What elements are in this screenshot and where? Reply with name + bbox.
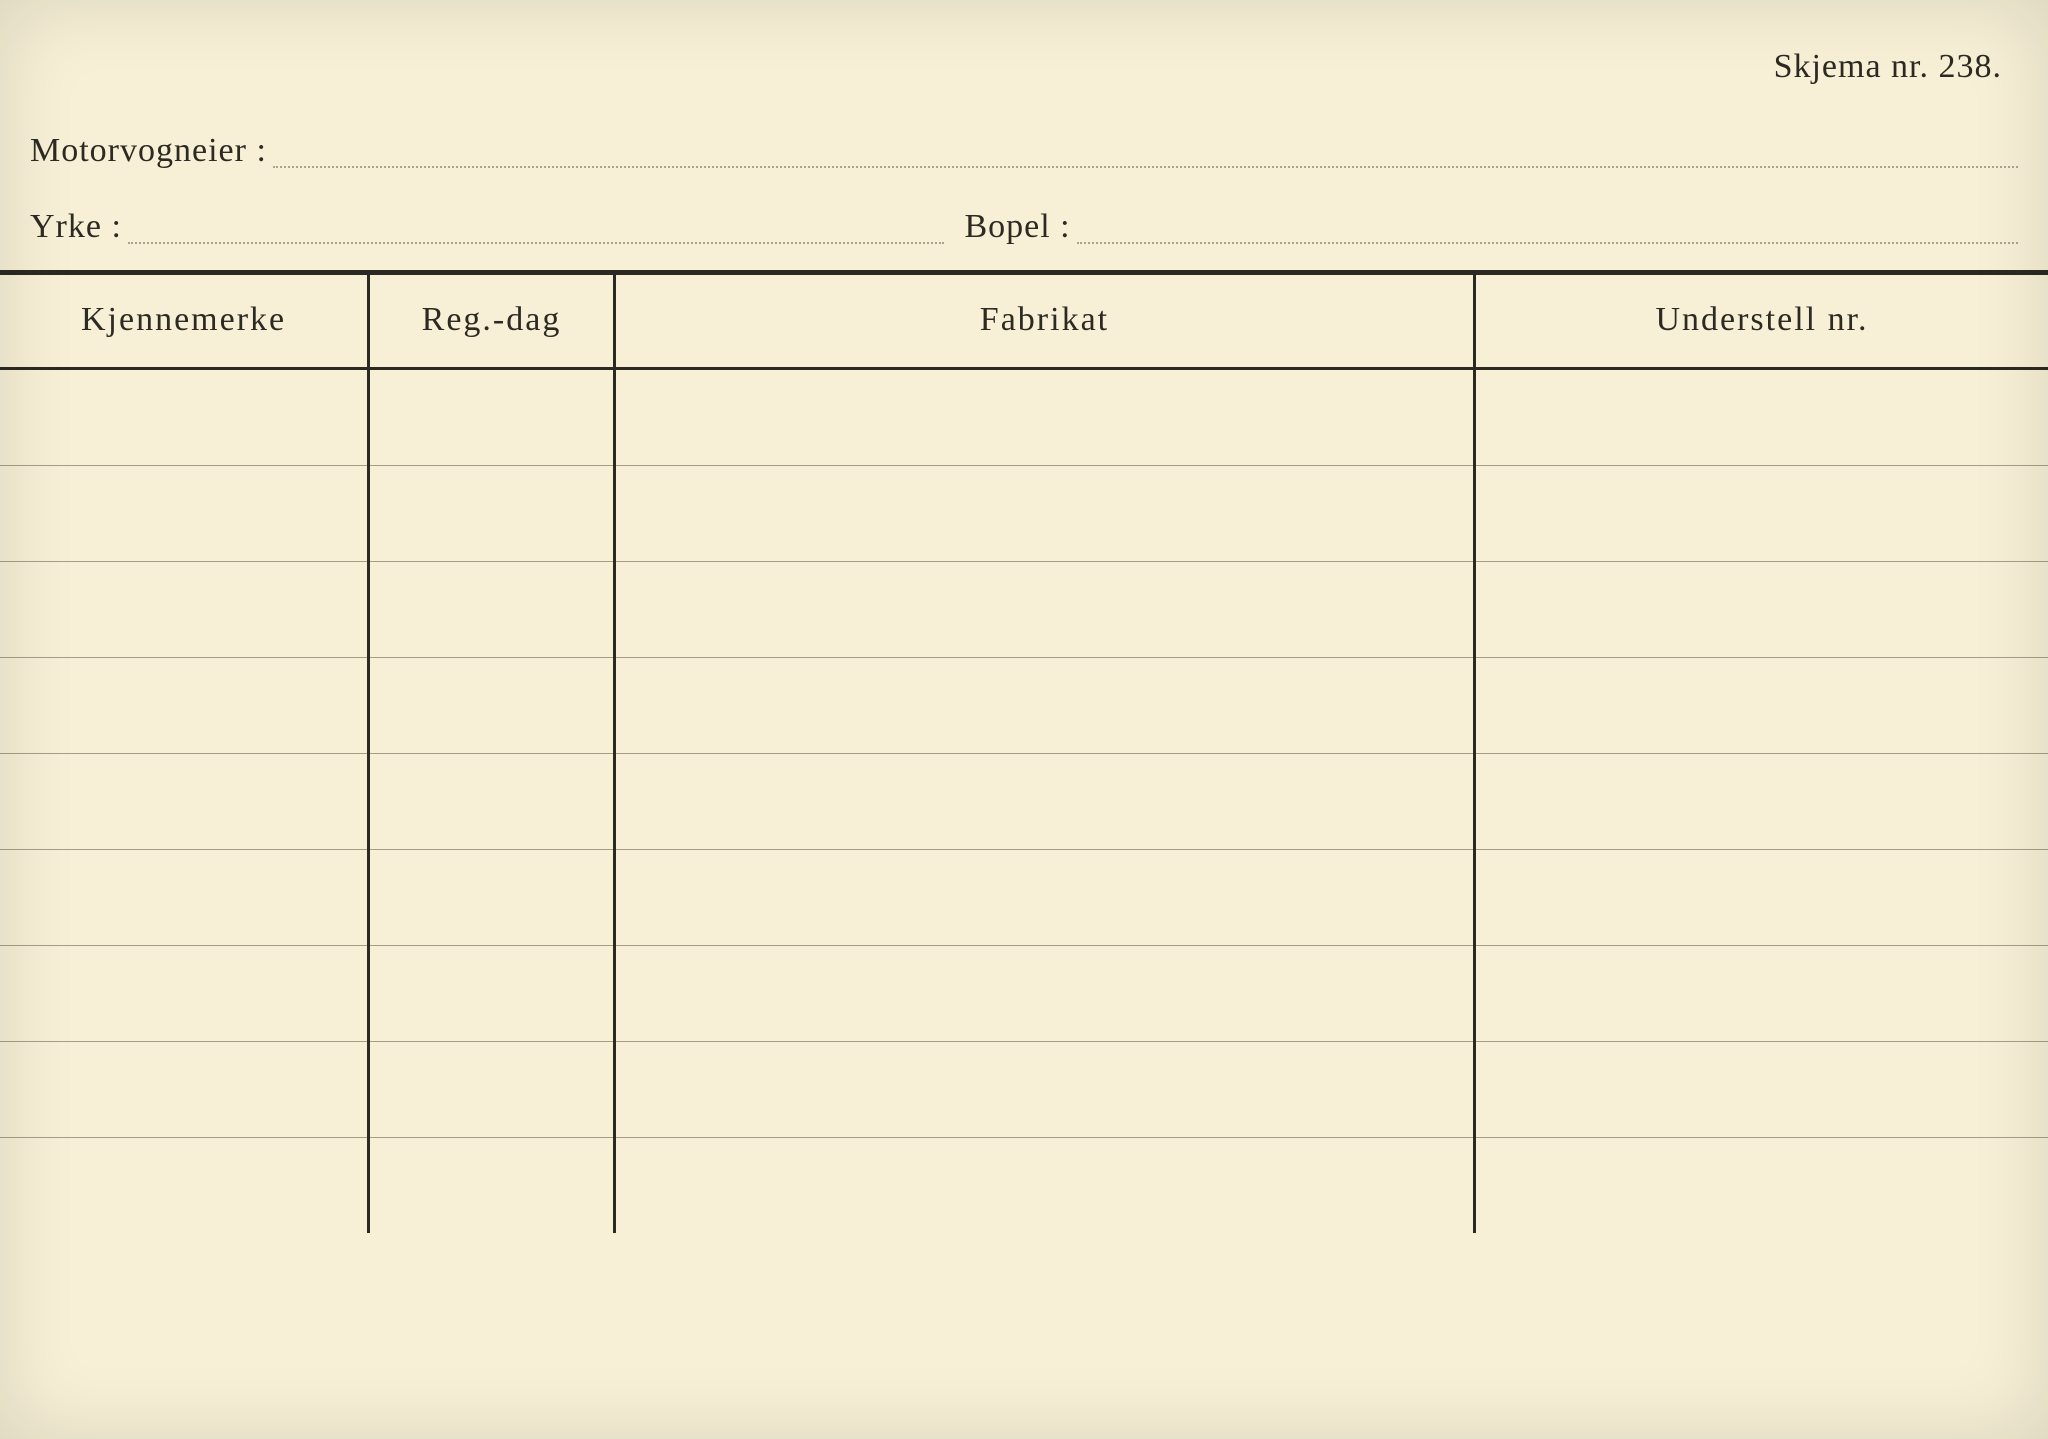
table-cell[interactable]	[369, 562, 615, 658]
table-row	[0, 1138, 2048, 1234]
ledger-col-header: Kjennemerke	[0, 273, 369, 369]
ledger-body	[0, 369, 2048, 1234]
table-cell[interactable]	[0, 1042, 369, 1138]
table-cell[interactable]	[1475, 754, 2048, 850]
table-row	[0, 850, 2048, 946]
residence-label: Bopel :	[964, 208, 1076, 248]
table-cell[interactable]	[1475, 850, 2048, 946]
table-row	[0, 1042, 2048, 1138]
form-card: Skjema nr. 238. Motorvogneier : Yrke : B…	[0, 0, 2048, 1439]
table-row	[0, 562, 2048, 658]
form-number: Skjema nr. 238.	[1774, 48, 2002, 86]
table-cell[interactable]	[369, 754, 615, 850]
table-cell[interactable]	[614, 369, 1474, 466]
owner-input-line[interactable]	[273, 130, 2018, 168]
occupation-label: Yrke :	[30, 208, 128, 248]
table-cell[interactable]	[1475, 658, 2048, 754]
table-cell[interactable]	[1475, 946, 2048, 1042]
table-row	[0, 466, 2048, 562]
table-cell[interactable]	[614, 466, 1474, 562]
table-cell[interactable]	[0, 850, 369, 946]
table-cell[interactable]	[369, 466, 615, 562]
table-cell[interactable]	[369, 946, 615, 1042]
table-cell[interactable]	[1475, 562, 2048, 658]
table-cell[interactable]	[614, 946, 1474, 1042]
table-cell[interactable]	[0, 658, 369, 754]
table-cell[interactable]	[369, 1138, 615, 1234]
ledger-col-header: Understell nr.	[1475, 273, 2048, 369]
occupation-input-line[interactable]	[128, 206, 945, 244]
ledger-header-row: KjennemerkeReg.-dagFabrikatUnderstell nr…	[0, 273, 2048, 369]
table-cell[interactable]	[369, 658, 615, 754]
table-cell[interactable]	[0, 754, 369, 850]
ledger-table-wrap: KjennemerkeReg.-dagFabrikatUnderstell nr…	[0, 270, 2048, 1370]
table-cell[interactable]	[0, 562, 369, 658]
table-cell[interactable]	[1475, 369, 2048, 466]
table-cell[interactable]	[1475, 1042, 2048, 1138]
ledger-col-header: Fabrikat	[614, 273, 1474, 369]
ledger-head: KjennemerkeReg.-dagFabrikatUnderstell nr…	[0, 273, 2048, 369]
table-cell[interactable]	[0, 1138, 369, 1234]
table-cell[interactable]	[614, 850, 1474, 946]
ledger-table: KjennemerkeReg.-dagFabrikatUnderstell nr…	[0, 270, 2048, 1233]
table-cell[interactable]	[1475, 1138, 2048, 1234]
occupation-residence-row: Yrke : Bopel :	[30, 206, 2018, 248]
table-row	[0, 946, 2048, 1042]
table-row	[0, 754, 2048, 850]
table-cell[interactable]	[369, 1042, 615, 1138]
table-cell[interactable]	[614, 562, 1474, 658]
table-cell[interactable]	[614, 658, 1474, 754]
table-row	[0, 369, 2048, 466]
owner-row: Motorvogneier :	[30, 130, 2018, 172]
table-cell[interactable]	[0, 466, 369, 562]
table-row	[0, 658, 2048, 754]
table-cell[interactable]	[0, 369, 369, 466]
table-cell[interactable]	[614, 1042, 1474, 1138]
table-cell[interactable]	[0, 946, 369, 1042]
table-cell[interactable]	[369, 369, 615, 466]
owner-label: Motorvogneier :	[30, 132, 273, 172]
table-cell[interactable]	[614, 1138, 1474, 1234]
table-cell[interactable]	[1475, 466, 2048, 562]
ledger-col-header: Reg.-dag	[369, 273, 615, 369]
residence-input-line[interactable]	[1077, 206, 2018, 244]
table-cell[interactable]	[614, 754, 1474, 850]
table-cell[interactable]	[369, 850, 615, 946]
